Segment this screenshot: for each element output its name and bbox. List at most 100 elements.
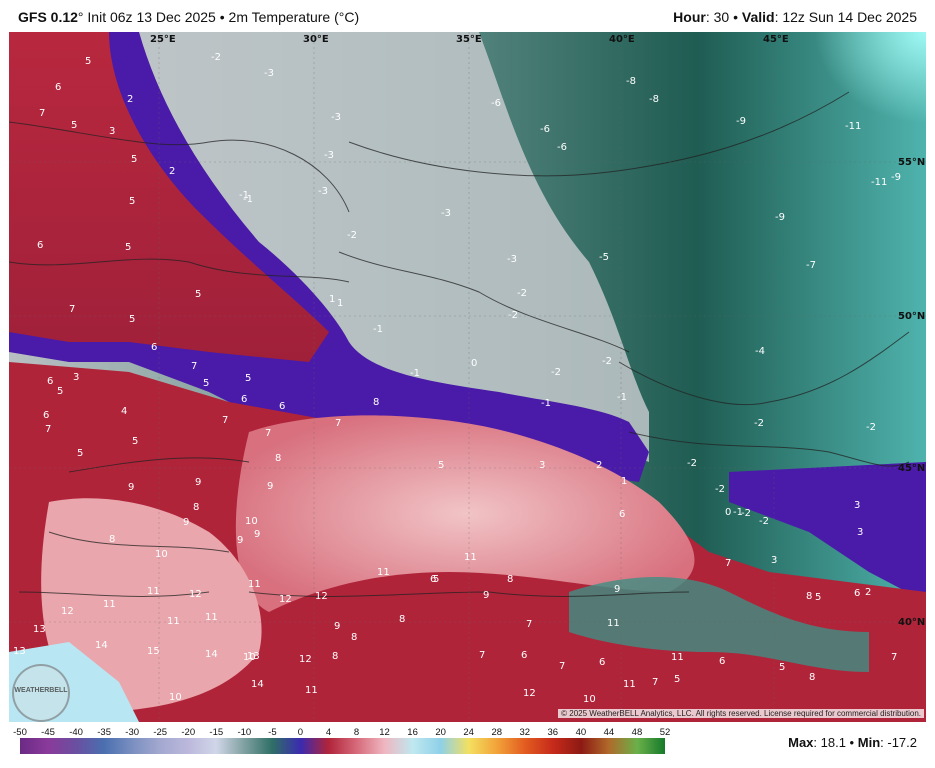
temperature-label: 0 [471,358,477,369]
temperature-label: 5 [131,154,137,165]
temperature-label: 1 [337,298,343,309]
temperature-label: 6 [47,376,53,387]
temperature-label: 11 [671,652,684,663]
temperature-label: 11 [167,616,180,627]
temperature-label: 5 [132,436,138,447]
temperature-label: 5 [203,378,209,389]
lat-label: 40°N [898,617,925,628]
temperature-label: 5 [129,196,135,207]
temperature-label: 10 [243,652,256,663]
temperature-label: 7 [191,361,197,372]
temperature-label: -2 [517,288,527,299]
temperature-label: 14 [205,649,218,660]
temperature-label: -2 [602,356,612,367]
temperature-label: -7 [806,260,816,271]
temperature-label: 2 [169,166,175,177]
colorbar-tick: 32 [519,727,531,738]
temperature-label: -9 [891,172,901,183]
temperature-label: 3 [73,372,79,383]
colorbar-tick: -45 [41,727,55,738]
temperature-label: 2 [596,460,602,471]
temperature-label: 12 [189,589,202,600]
temperature-label: 7 [479,650,485,661]
temperature-label: 11 [377,567,390,578]
temperature-label: 4 [121,406,127,417]
temperature-map[interactable]: 25°E 30°E 35°E 40°E 45°E 55°N 50°N 45°N … [9,32,926,722]
min-label: Min [857,735,881,750]
coldest-region [609,32,926,292]
temperature-label: 10 [583,694,596,705]
temperature-label: 7 [725,558,731,569]
colorbar-tick: 16 [407,727,418,738]
temperature-label: 6 [43,410,49,421]
temperature-label: -1 [541,398,551,409]
temperature-label: -4 [755,346,765,357]
temperature-label: 6 [151,342,157,353]
temperature-label: 6 [55,82,61,93]
temperature-label: 6 [719,656,725,667]
temperature-label: 8 [373,397,379,408]
max-value: : 18.1 • [813,735,855,750]
temperature-label: 7 [335,418,341,429]
valid-label: Valid [741,9,775,25]
temperature-label: 9 [483,590,489,601]
grey-region [119,32,649,462]
temperature-label: 6 [430,574,436,585]
temperature-label: 6 [521,650,527,661]
colorbar-tick: 20 [435,727,446,738]
temperature-label: 1 [329,294,335,305]
weatherbell-logo: WEATHERBELL [12,664,70,722]
colorbar-ticks: -50 -45 -40 -35 -30 -25 -20 -15 -10 -5 0 4 8 12 16 20 24… [0,727,700,739]
temperature-label: 8 [193,502,199,513]
temperature-label: 11 [305,685,318,696]
temperature-label: 9 [267,481,273,492]
temperature-label: 5 [779,662,785,673]
temperature-label: 15 [147,646,160,657]
temperature-label: -1 [617,392,627,403]
temperature-label: 1 [621,476,627,487]
header: GFS 0.12° Init 06z 13 Dec 2025 • 2m Temp… [0,0,935,32]
colorbar-tick: -50 [13,727,27,738]
temperature-label: 6 [37,240,43,251]
temperature-label: 2 [865,587,871,598]
temperature-label: 11 [103,599,116,610]
caucasus-cold [569,577,869,672]
valid-value: : 12z Sun 14 Dec 2025 [774,9,917,25]
colorbar-tick: -20 [181,727,196,738]
temperature-label: 6 [599,657,605,668]
colorbar-tick: 36 [547,727,559,738]
colorbar [20,738,665,754]
colorbar-tick: 8 [353,727,360,738]
temperature-label: 5 [77,448,83,459]
temperature-label: -2 [741,508,751,519]
temperature-label: 8 [351,632,357,643]
lat-label: 55°N [898,157,925,168]
temperature-label: -1 [733,507,743,518]
temperature-label: 8 [275,453,281,464]
temperature-label: 7 [265,428,271,439]
colorbar-tick: 48 [631,727,643,738]
temperature-label: 11 [205,612,218,623]
temperature-label: -2 [508,310,518,321]
colorbar-tick: 0 [297,727,304,738]
country-borders [9,91,910,597]
temperature-label: 12 [61,606,74,617]
colorbar-tick: -10 [237,727,252,738]
temperature-label: -2 [347,230,357,241]
colorbar-tick: 28 [491,727,503,738]
hour-value: : 30 [705,9,730,25]
temperature-label: 9 [128,482,134,493]
temperature-label: 2 [127,94,133,105]
temperature-label: 8 [332,651,338,662]
temperature-label: -6 [557,142,567,153]
colorbar-tick: 52 [659,727,671,738]
temperature-label: -1 [373,324,383,335]
lon-label: 25°E [150,34,176,45]
colorbar-tick: -35 [97,727,111,738]
lon-label: 40°E [609,34,635,45]
temperature-label: 5 [815,592,821,603]
temperature-label: 12 [299,654,312,665]
temperature-label: 12 [315,591,328,602]
temperature-label: 11 [607,618,620,629]
